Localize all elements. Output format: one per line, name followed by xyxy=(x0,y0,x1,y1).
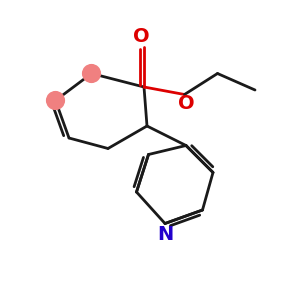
Text: O: O xyxy=(178,94,194,113)
Text: O: O xyxy=(133,27,150,46)
Circle shape xyxy=(46,91,65,110)
Text: N: N xyxy=(157,225,173,244)
Circle shape xyxy=(82,64,101,83)
